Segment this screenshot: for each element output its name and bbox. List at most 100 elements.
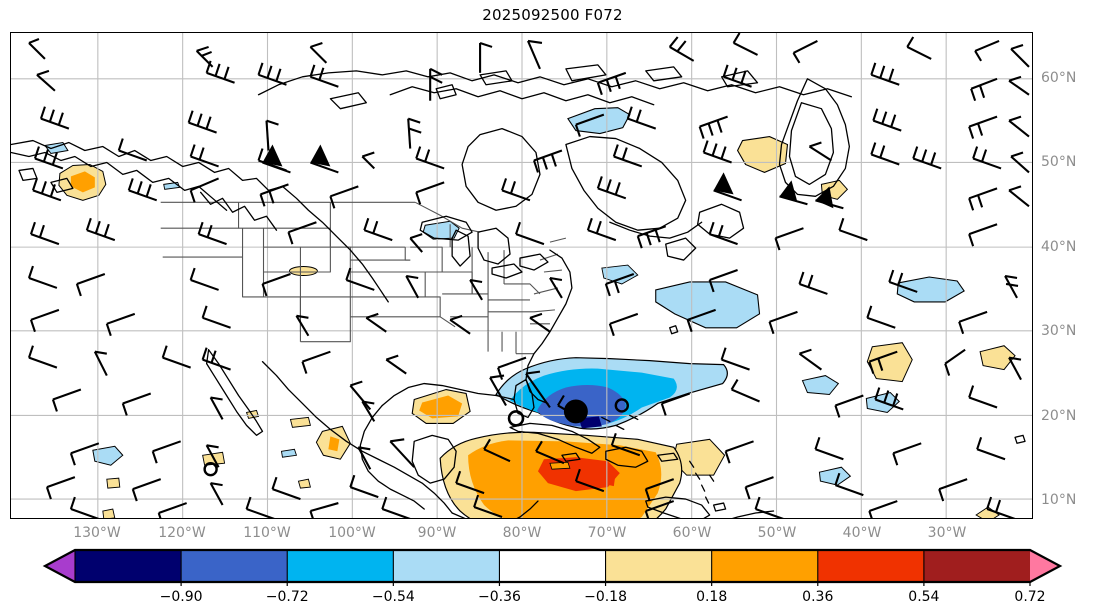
wind-barb-icon <box>415 181 445 205</box>
coastline-layer <box>11 64 1026 518</box>
coast-canada-arctic-inner <box>389 86 655 106</box>
wind-barb-icon <box>574 468 605 493</box>
border-ar-la <box>450 316 489 332</box>
wind-barb-icon <box>1008 185 1030 208</box>
coast-jamaica <box>561 452 581 462</box>
wind-barb-icon <box>563 399 588 424</box>
wind-barb-icon <box>968 187 998 211</box>
colorbar-over-cap <box>1030 550 1060 582</box>
colorbar-segment <box>180 549 289 583</box>
colorbar-segment <box>711 549 819 583</box>
wind-barb-icon <box>1010 43 1030 68</box>
colorbar-tick-label: 0.36 <box>802 589 834 605</box>
wind-barb-icon <box>774 227 804 251</box>
wind-barb-icon <box>596 71 627 96</box>
colorbar-outline <box>42 548 1063 584</box>
colorbar[interactable]: −0.90 −0.72 −0.54 −0.36 −0.18 0.18 0.36 0.54 0.7… <box>0 546 1105 615</box>
map-canvas <box>11 33 1032 518</box>
coast-lesser-antilles <box>689 460 715 504</box>
wind-barb-icon <box>261 273 291 297</box>
wind-barb-icon <box>407 117 422 149</box>
wind-barb-icon <box>295 314 310 337</box>
wind-barb-icon <box>51 388 82 412</box>
wind-barb-icon <box>39 106 70 130</box>
wind-barb-icon <box>974 40 1000 62</box>
wind-barb-icon <box>708 269 738 293</box>
wind-barb-icon <box>744 476 774 500</box>
wind-barb-icon <box>389 438 415 468</box>
wind-barb-icon <box>612 144 643 168</box>
lat-tick-label: 30°N <box>1041 323 1077 339</box>
wind-barb-icon <box>515 221 545 246</box>
coast-alaska-islands-2 <box>50 177 74 193</box>
wind-barb-icon <box>189 267 219 291</box>
coast-greenland-ice-edge <box>788 102 835 186</box>
wind-barb-icon <box>968 115 998 139</box>
lon-tick-label: 80°W <box>502 525 542 541</box>
coast-yucatan <box>411 434 457 484</box>
border-ia-mo <box>425 271 473 294</box>
border-ks-ok <box>350 296 441 317</box>
wind-barb-icon <box>309 41 328 64</box>
coast-alaska-aleutians <box>11 139 389 303</box>
wind-barb-icon <box>1010 151 1030 174</box>
border-il-in-oh <box>471 247 505 294</box>
wind-barb-icon <box>31 178 62 202</box>
wind-barb-icon <box>187 110 217 134</box>
wind-barb-icon <box>310 144 339 174</box>
wind-barb-icon <box>405 274 420 299</box>
wind-barb-icon <box>604 273 635 297</box>
wind-barb-icon <box>309 64 339 88</box>
contour-mexico-positive-2 <box>289 416 311 428</box>
border-mt-nd <box>329 202 406 248</box>
wind-barb-icon <box>105 312 136 337</box>
wind-barb-icon <box>888 269 918 293</box>
colorbar-tick-label: 0.72 <box>1014 589 1046 605</box>
wind-barb-icon <box>808 141 832 162</box>
coast-central-america <box>451 500 539 518</box>
wind-barb-icon <box>724 440 754 464</box>
colorbar-segment <box>498 549 607 583</box>
coast-arctic-island-3 <box>479 70 513 86</box>
contour-w-atlantic-negative-inner <box>601 264 639 285</box>
gridline-layer <box>11 33 1032 518</box>
wind-barb-icon <box>838 217 868 242</box>
wind-barb-icon <box>968 223 998 247</box>
lon-tick-label: 110°W <box>243 525 291 541</box>
wind-barb-icon <box>189 144 219 168</box>
wind-barb-icon <box>357 446 372 470</box>
coast-bermuda-dot <box>669 325 679 335</box>
map-plot-area[interactable] <box>10 32 1033 519</box>
coast-canada-labrador <box>565 135 687 231</box>
border-ne-states <box>539 237 567 273</box>
wind-barb-icon <box>455 470 485 495</box>
wind-barb-icon <box>906 36 932 60</box>
wind-barb-icon <box>626 106 657 130</box>
wind-barb-icon <box>870 62 900 86</box>
colorbar-tick-label: 0.18 <box>696 589 728 605</box>
lon-tick-label: 70°W <box>587 525 627 541</box>
lon-tick-label: 120°W <box>158 525 206 541</box>
wind-barb-icon <box>870 142 900 166</box>
colorbar-segments <box>45 549 1060 583</box>
wind-barb-icon <box>986 496 1016 518</box>
colorbar-tick-label: 0.54 <box>908 589 940 605</box>
wind-barb-icon <box>36 69 56 92</box>
coast-arctic-island-2 <box>435 84 457 100</box>
contour-baja-positive-speck <box>106 477 121 489</box>
wind-barb-icon <box>262 144 291 174</box>
wind-barb-icon <box>363 217 393 242</box>
wind-barb-icon <box>28 38 46 60</box>
wind-barb-icon <box>85 217 116 242</box>
wind-barb-icon <box>361 151 376 170</box>
wind-barb-icon <box>968 385 998 409</box>
wind-barb-icon <box>722 64 752 88</box>
wind-barb-icon <box>586 217 617 242</box>
wind-barb-icon <box>259 183 289 207</box>
colorbar-segment <box>74 549 183 583</box>
wind-barb-icon <box>872 108 902 132</box>
colorbar-tick-label: −0.54 <box>371 589 415 605</box>
wind-barb-icon <box>309 502 339 518</box>
wind-barb-icon <box>497 356 527 380</box>
wind-barb-icon <box>1008 356 1022 381</box>
